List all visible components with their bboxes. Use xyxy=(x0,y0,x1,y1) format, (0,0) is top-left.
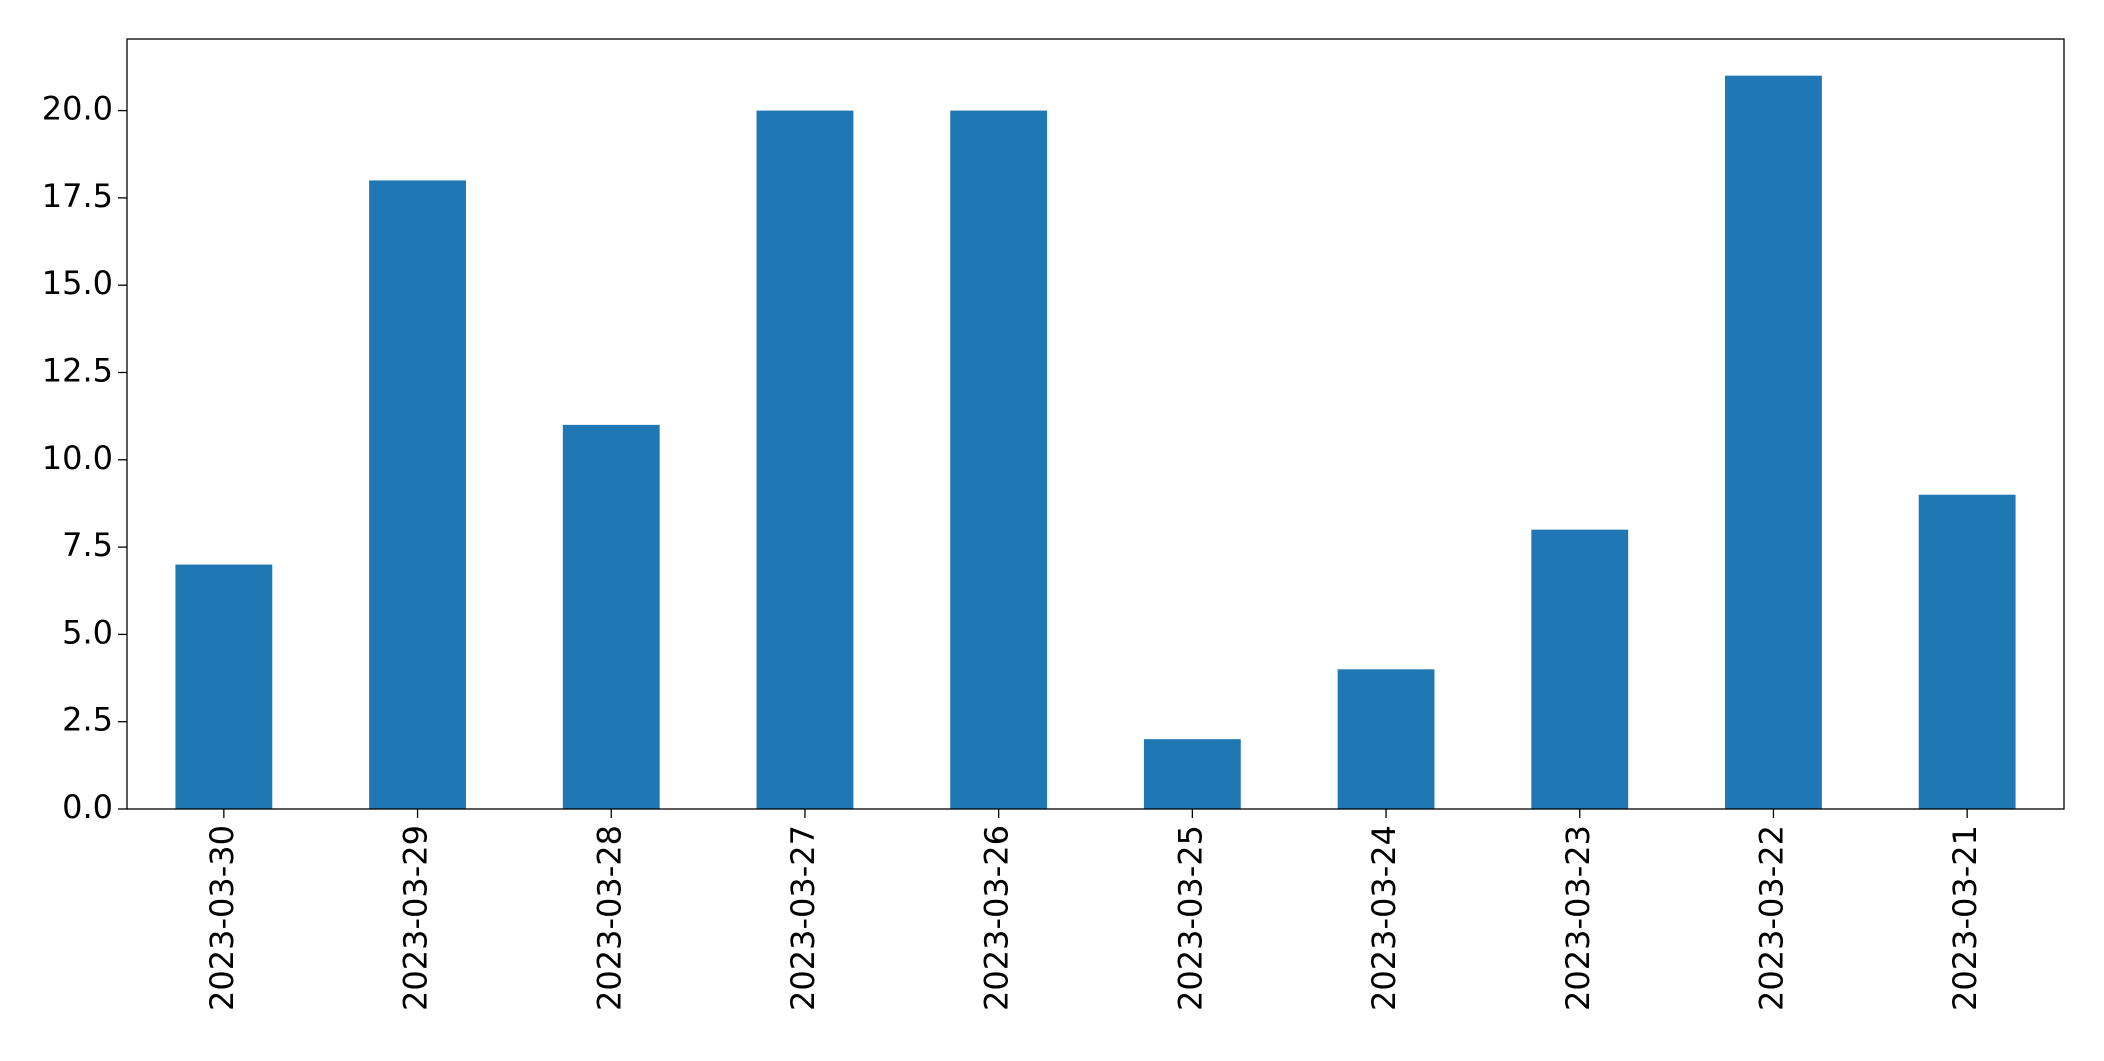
x-tick-label: 2023-03-23 xyxy=(1559,825,1597,1011)
x-tick-label: 2023-03-29 xyxy=(397,825,435,1011)
x-tick-label: 2023-03-30 xyxy=(203,825,241,1011)
y-tick-label: 7.5 xyxy=(62,526,113,564)
plot-frame xyxy=(126,38,2065,810)
y-tick-label: 17.5 xyxy=(42,177,113,215)
bar xyxy=(1143,739,1241,809)
bar xyxy=(756,110,854,810)
x-tick-label: 2023-03-28 xyxy=(590,825,628,1011)
y-tick-label: 5.0 xyxy=(62,613,113,651)
bar xyxy=(1531,529,1629,809)
y-tick-label: 10.0 xyxy=(42,439,113,477)
x-tick-label: 2023-03-25 xyxy=(1171,825,1209,1011)
y-tick-label: 2.5 xyxy=(62,701,113,739)
bar xyxy=(1725,75,1822,809)
bar xyxy=(950,110,1048,810)
x-tick-label: 2023-03-21 xyxy=(1946,825,1984,1011)
y-tick-label: 0.0 xyxy=(62,788,113,826)
y-tick-label: 15.0 xyxy=(42,264,113,302)
bar xyxy=(1918,494,2016,809)
bar xyxy=(369,180,466,809)
bar xyxy=(175,564,273,809)
x-tick-label: 2023-03-22 xyxy=(1752,825,1790,1011)
bar xyxy=(1337,669,1435,809)
x-tick-label: 2023-03-26 xyxy=(978,825,1016,1011)
y-tick-label: 12.5 xyxy=(42,351,113,389)
bar xyxy=(562,424,660,809)
x-tick-label: 2023-03-27 xyxy=(784,825,822,1011)
y-tick-label: 20.0 xyxy=(42,90,113,128)
x-tick-label: 2023-03-24 xyxy=(1365,825,1403,1011)
